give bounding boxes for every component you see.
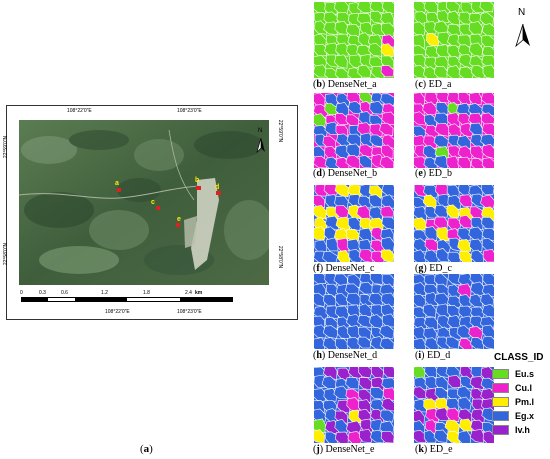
caption-g: (g) ED_c [415,263,452,274]
legend-swatch [492,397,509,407]
classification-tile [414,274,494,349]
caption-d: (d) DenseNet_b [313,168,378,179]
legend-item-cul: Cu.l [492,381,550,395]
caption-b: (b) DenseNet_a [313,79,377,90]
scale-label-0: 0 [20,290,23,296]
legend-item-pml: Pm.l [492,395,550,409]
legend-swatch [492,369,509,379]
site-label-a: a [115,180,119,187]
classification-tile [314,2,394,78]
site-label-c: c [151,199,155,206]
caption-i: (i) ED_d [415,350,451,361]
top-tick-1: 108°22'0"E [67,108,92,114]
legend-title: CLASS_ID [494,352,544,363]
right-tick-1: 22°59'0"N [277,119,284,143]
legend: CLASS_ID Eu.s Cu.l Pm.l Eg.x Iv.h [492,352,550,437]
main-map: 108°22'0"E 108°23'0"E 108°22'0"E 108°23'… [3,105,298,320]
scale-unit: km [195,290,203,296]
classification-tile [314,185,394,262]
left-tick-1: 22°59'0"N [3,135,10,159]
site-label-d: d [215,184,219,191]
legend-swatch [492,411,509,421]
scale-label-4: 1.8 [143,290,150,296]
caption-e: (e) ED_b [415,168,452,179]
scale-bar [21,297,233,302]
bottom-tick-1: 108°22'0"E [105,309,130,315]
classification-tile [414,2,494,78]
site-label-e: e [177,216,181,223]
classification-tile [314,274,394,349]
legend-swatch [492,425,509,435]
scale-label-3: 1.2 [101,290,108,296]
north-arrow-large-icon [515,23,530,48]
satellite-image: a b c d e [19,120,269,285]
classification-tile [414,185,494,262]
caption-h: (h) DenseNet_d [313,350,378,361]
legend-item-eus: Eu.s [492,367,550,381]
main-north-label: N [258,128,263,134]
classification-tile [414,93,494,168]
classification-tile [414,367,494,443]
legend-item-egx: Eg.x [492,409,550,423]
caption-a: (a) [140,443,153,455]
bottom-tick-2: 108°23'0"E [177,309,202,315]
top-tick-2: 108°23'0"E [177,108,202,114]
scale-label-5: 2.4 [185,290,192,296]
scale-label-2: 0.6 [61,290,68,296]
right-tick-2: 22°58'0"N [277,245,284,269]
left-tick-2: 22°58'0"N [3,242,10,266]
caption-f: (f) DenseNet_c [313,263,375,274]
north-arrow-icon [256,137,265,154]
legend-item-ivh: Iv.h [492,423,550,437]
scale-label-1: 0.3 [39,290,46,296]
classification-tile [314,367,394,443]
classification-tile [314,93,394,168]
caption-c: (c) ED_a [415,79,452,90]
caption-j: (j) DenseNet_e [313,444,375,455]
north-label: N [518,7,526,18]
site-label-b: b [195,177,199,184]
legend-swatch [492,383,509,393]
caption-k: (k) ED_e [415,444,453,455]
